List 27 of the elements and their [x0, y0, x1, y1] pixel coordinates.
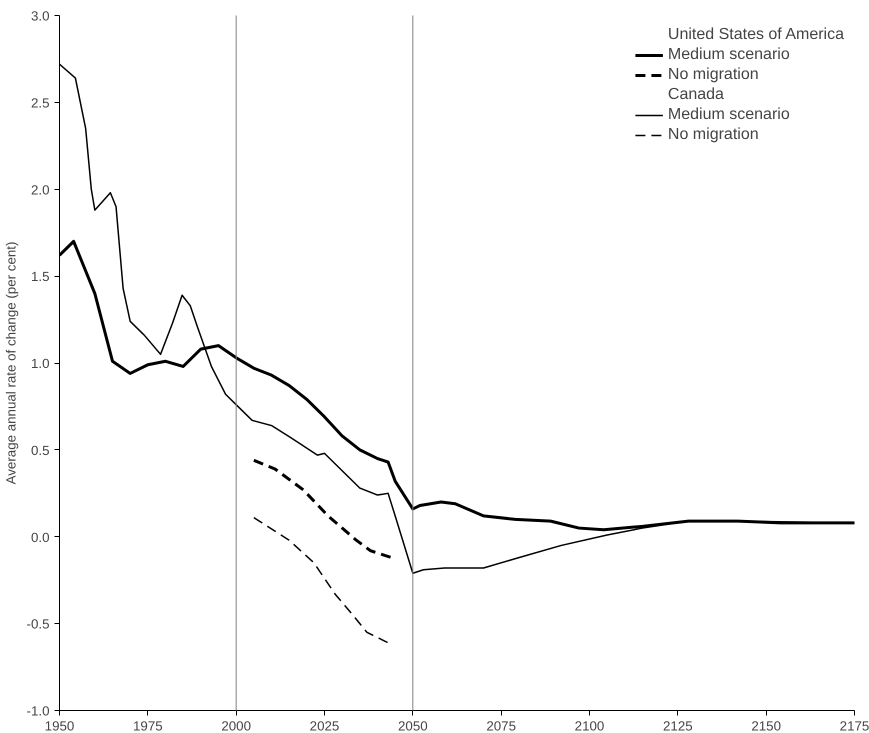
y-tick-label: 0.5 — [30, 442, 50, 458]
y-tick-label: 0.0 — [30, 530, 50, 545]
x-tick-label: 1975 — [133, 718, 163, 733]
annotation: United States of America — [668, 25, 844, 45]
legend-label: Medium scenario — [668, 105, 790, 125]
y-tick-label: 1.0 — [30, 356, 50, 371]
x-tick-label: 1950 — [44, 718, 74, 733]
x-tick-label: 2125 — [663, 718, 693, 733]
x-tick-label: 2025 — [310, 718, 340, 733]
y-axis-title: Average annual rate of change (per cent) — [4, 242, 19, 484]
y-tick-label: -0.5 — [26, 616, 50, 632]
x-tick-label: 2100 — [574, 718, 604, 733]
line-series — [252, 458, 394, 560]
x-tick-label: 2150 — [751, 718, 781, 733]
y-tick-label: 2.0 — [30, 182, 50, 198]
y-tick-label: -1.0 — [26, 704, 50, 718]
annotation: Canada — [668, 85, 724, 105]
legend-label: Medium scenario — [668, 45, 790, 65]
y-tick-label: 3.0 — [30, 8, 50, 24]
legend-label: No migration — [668, 125, 759, 145]
x-tick-label: 2050 — [398, 718, 428, 733]
y-tick-label: 2.5 — [30, 95, 50, 110]
x-tick-label: 2000 — [221, 718, 251, 733]
x-tick-label: 2175 — [840, 718, 869, 733]
x-tick-label: 2075 — [486, 718, 516, 733]
y-tick-label: 1.5 — [30, 269, 50, 284]
legend-label: No migration — [668, 65, 759, 85]
